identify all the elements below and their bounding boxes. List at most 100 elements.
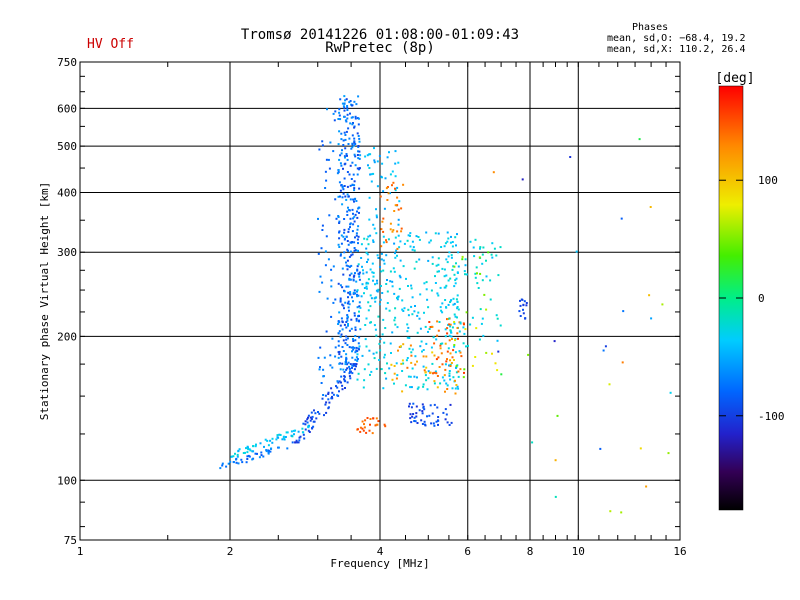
data-point	[409, 344, 412, 347]
data-point	[378, 155, 381, 157]
data-point	[346, 154, 348, 157]
data-point	[519, 304, 522, 307]
data-point	[455, 277, 458, 280]
data-point	[458, 350, 461, 353]
data-point	[357, 242, 359, 245]
data-point	[382, 387, 385, 390]
data-point	[343, 102, 346, 105]
data-point	[339, 300, 342, 303]
data-point	[349, 198, 352, 201]
data-point	[317, 356, 320, 359]
data-point	[394, 204, 397, 207]
data-point	[367, 301, 370, 304]
data-point	[401, 308, 404, 311]
data-point	[347, 291, 350, 294]
data-point	[645, 485, 648, 488]
data-point	[445, 413, 448, 416]
data-point	[338, 350, 341, 353]
data-point	[281, 438, 284, 441]
data-point	[335, 385, 337, 388]
data-point	[353, 126, 356, 129]
data-point	[337, 143, 340, 146]
data-point	[429, 239, 432, 242]
data-point	[350, 264, 353, 267]
data-point	[342, 139, 345, 142]
data-point	[446, 240, 449, 243]
data-point	[499, 324, 502, 327]
data-point	[278, 433, 281, 436]
data-point	[247, 446, 249, 449]
data-point	[410, 351, 413, 354]
data-point	[355, 363, 358, 366]
data-point	[230, 455, 233, 458]
data-point	[349, 370, 351, 373]
data-point	[457, 337, 459, 340]
data-point	[354, 143, 357, 145]
data-point	[356, 269, 359, 272]
data-point	[355, 356, 358, 359]
data-point	[471, 364, 474, 367]
data-point	[338, 362, 341, 365]
data-point	[338, 220, 341, 223]
data-point	[453, 345, 456, 348]
data-point	[358, 345, 361, 348]
data-point	[338, 353, 341, 356]
data-point	[446, 327, 449, 330]
data-point	[344, 119, 347, 122]
data-point	[410, 386, 413, 389]
data-point	[393, 319, 396, 322]
data-point	[334, 110, 337, 113]
data-point	[377, 257, 380, 259]
data-point	[431, 362, 434, 365]
data-point	[315, 417, 318, 420]
data-point	[423, 311, 425, 314]
data-point	[481, 279, 484, 282]
data-point	[296, 441, 299, 444]
data-point	[271, 441, 274, 444]
data-point	[375, 214, 378, 217]
data-point	[485, 308, 488, 311]
data-point	[326, 108, 328, 111]
data-point	[453, 265, 456, 268]
data-point	[382, 217, 385, 220]
data-point	[436, 386, 439, 389]
data-point	[358, 348, 360, 351]
data-point	[452, 297, 455, 300]
data-point	[379, 338, 382, 340]
data-point	[556, 414, 559, 417]
data-point	[351, 253, 354, 256]
data-point	[394, 187, 396, 190]
data-point	[334, 198, 337, 201]
data-point	[393, 242, 396, 245]
data-point	[421, 412, 424, 415]
data-point	[456, 271, 459, 274]
data-point	[372, 271, 375, 274]
data-point	[355, 200, 358, 202]
data-point	[417, 386, 420, 389]
data-point	[456, 385, 459, 388]
data-point	[351, 366, 353, 369]
data-point	[437, 263, 440, 266]
data-point	[370, 297, 373, 300]
data-point	[444, 335, 447, 338]
data-point	[649, 206, 652, 208]
data-point	[386, 279, 388, 281]
data-point	[452, 303, 455, 306]
data-point	[340, 184, 343, 186]
data-point	[349, 226, 351, 229]
data-point	[411, 367, 414, 370]
data-point	[463, 332, 466, 335]
data-point	[341, 149, 343, 152]
data-point	[347, 361, 350, 364]
data-point	[620, 217, 623, 220]
x-tick-label: 1	[77, 545, 84, 558]
data-point	[419, 293, 422, 296]
data-point	[604, 345, 607, 348]
data-point	[351, 116, 354, 119]
data-point	[356, 358, 359, 360]
data-point	[346, 344, 349, 346]
data-point	[397, 295, 400, 298]
data-point	[343, 290, 346, 293]
data-point	[372, 223, 375, 226]
data-point	[348, 365, 351, 368]
